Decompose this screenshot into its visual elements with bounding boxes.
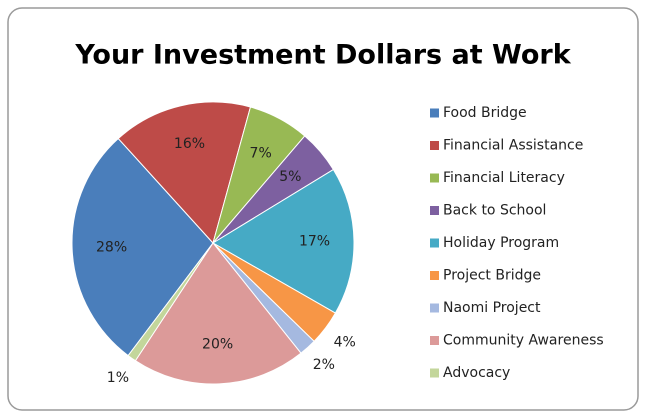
legend-swatch <box>430 108 439 118</box>
legend-swatch <box>430 368 439 378</box>
legend-label: Financial Literacy <box>443 170 565 186</box>
legend-label: Holiday Program <box>443 235 559 251</box>
pie-slice <box>127 242 214 362</box>
legend-swatch <box>430 141 439 150</box>
data-label: 2% <box>313 357 335 373</box>
data-label: 28% <box>96 240 127 256</box>
pie-slice <box>212 168 355 314</box>
data-label: 16% <box>174 136 205 152</box>
legend-swatch <box>430 271 439 280</box>
legend-label: Project Bridge <box>443 268 541 284</box>
legend-label: Community Awareness <box>443 333 604 349</box>
pie-slice <box>134 242 302 385</box>
data-label: 1% <box>107 370 129 386</box>
legend-label: Advocacy <box>443 365 510 381</box>
legend-swatch <box>430 303 439 313</box>
legend-label: Back to School <box>443 203 546 219</box>
pie-slice <box>117 101 252 245</box>
data-label: 4% <box>334 334 356 350</box>
data-label: 7% <box>250 145 272 161</box>
legend-label: Financial Assistance <box>443 138 583 154</box>
legend-swatch <box>430 206 439 215</box>
legend-swatch <box>430 238 439 248</box>
data-label: 5% <box>279 169 301 185</box>
chart-title: Your Investment Dollars at Work <box>74 40 571 71</box>
legend-swatch <box>430 336 439 345</box>
legend-label: Food Bridge <box>443 105 527 121</box>
legend-swatch <box>430 173 439 183</box>
pie-slice <box>71 137 214 357</box>
data-label: 20% <box>202 336 233 352</box>
legend-label: Naomi Project <box>443 300 541 316</box>
data-label: 17% <box>299 234 330 250</box>
